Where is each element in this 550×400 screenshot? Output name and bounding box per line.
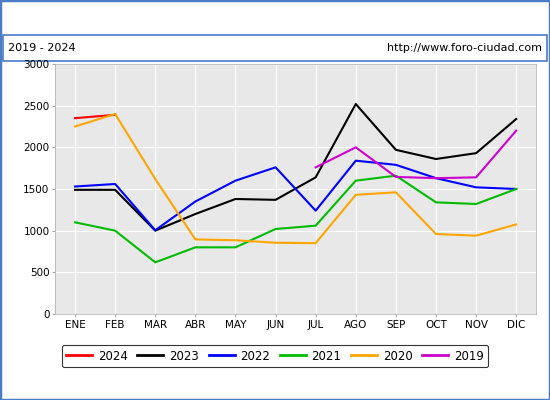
Legend: 2024, 2023, 2022, 2021, 2020, 2019: 2024, 2023, 2022, 2021, 2020, 2019 xyxy=(62,345,488,367)
Text: http://www.foro-ciudad.com: http://www.foro-ciudad.com xyxy=(387,43,542,53)
Text: Evolucion Nº Turistas Nacionales en el municipio de Arucas: Evolucion Nº Turistas Nacionales en el m… xyxy=(78,10,472,24)
Text: 2019 - 2024: 2019 - 2024 xyxy=(8,43,76,53)
FancyBboxPatch shape xyxy=(3,35,547,61)
